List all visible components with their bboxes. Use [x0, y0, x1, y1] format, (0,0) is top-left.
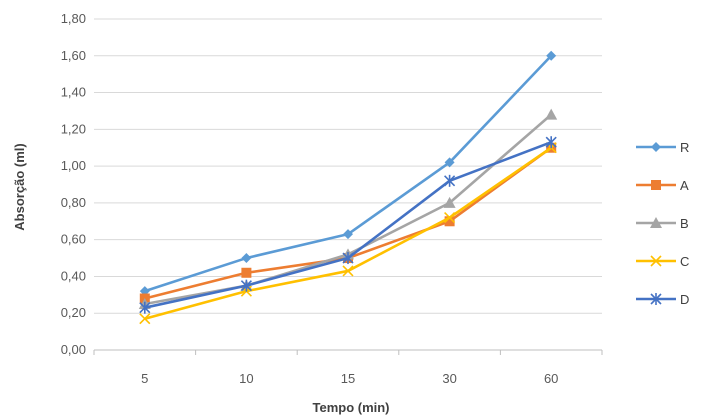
data-point [651, 142, 661, 152]
data-point [240, 279, 252, 292]
legend-item-b: B [636, 216, 689, 231]
legend-label: B [680, 216, 689, 231]
y-tick-label: 0,80 [61, 195, 86, 210]
data-point [650, 293, 662, 305]
data-point [546, 50, 557, 61]
legend-item-r: R [636, 140, 689, 155]
series-a [139, 142, 557, 304]
y-tick-label: 0,40 [61, 268, 86, 283]
data-point [343, 229, 353, 240]
data-point [342, 265, 354, 277]
y-tick-label: 1,80 [61, 11, 86, 26]
data-point [443, 196, 456, 208]
legend-label: C [680, 254, 689, 269]
legend-item-d: D [636, 292, 689, 307]
legend-label: D [680, 292, 689, 307]
y-tick-label: 1,40 [61, 85, 86, 100]
series-lines [138, 50, 558, 325]
y-axis-title: Absorção (ml) [12, 143, 27, 230]
x-tick-label: 30 [442, 371, 456, 386]
y-tick-label: 0,20 [61, 305, 86, 320]
x-tick-label: 15 [341, 371, 355, 386]
data-point [241, 253, 252, 264]
legend-label: A [680, 178, 689, 193]
gridlines [94, 18, 602, 314]
series-line [144, 113, 553, 306]
data-point [650, 255, 662, 267]
legend: R A B C D [636, 140, 689, 307]
data-point [444, 212, 456, 224]
data-point [241, 267, 252, 278]
data-point [139, 313, 151, 325]
data-point [139, 301, 151, 314]
x-tick-label: 60 [544, 371, 558, 386]
data-point [650, 217, 662, 228]
axes: 0,00 0,20 0,40 0,60 0,80 1,00 1,20 1,40 1,60 1,80… [61, 11, 603, 386]
legend-item-a: A [636, 178, 689, 193]
data-point [342, 252, 354, 265]
y-tick-label: 1,20 [61, 121, 86, 136]
data-point [651, 180, 661, 190]
legend-item-c: C [636, 254, 689, 269]
data-point [545, 136, 557, 149]
x-tick-label: 5 [141, 371, 148, 386]
data-point [444, 157, 455, 168]
legend-label: R [680, 140, 689, 155]
x-axis-title: Tempo (min) [312, 400, 389, 415]
y-tick-label: 1,60 [61, 48, 86, 63]
x-tick-label: 10 [239, 371, 253, 386]
series-d [139, 136, 557, 314]
y-tick-label: 0,00 [61, 342, 86, 357]
data-point [545, 108, 558, 120]
y-tick-label: 1,00 [61, 158, 86, 173]
series-line [144, 146, 552, 300]
series-b [138, 108, 558, 310]
y-tick-label: 0,60 [61, 232, 86, 247]
data-point [444, 216, 455, 227]
data-point [444, 174, 456, 187]
